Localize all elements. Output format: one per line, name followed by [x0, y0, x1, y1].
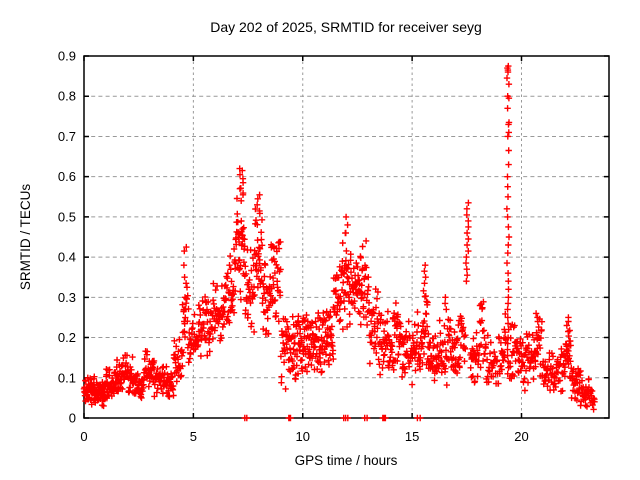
y-tick-label: 0.5 [58, 209, 76, 224]
chart-title: Day 202 of 2025, SRMTID for receiver sey… [210, 19, 482, 35]
y-tick-label: 0.6 [58, 169, 76, 184]
x-tick-label: 15 [405, 429, 419, 444]
x-tick-label: 5 [190, 429, 197, 444]
scatter-markers [80, 62, 598, 422]
tick-labels: 0 5 10 15 20 0 0.1 0.2 0.3 0.4 0.5 0.6 0.7 0.8 0.9 [58, 49, 529, 445]
y-tick-label: 0.7 [58, 129, 76, 144]
x-tick-label: 20 [514, 429, 528, 444]
x-axis-label: GPS time / hours [295, 453, 398, 468]
y-axis-label: SRMTID / TECUs [18, 184, 33, 291]
y-tick-label: 0.1 [58, 370, 76, 385]
y-tick-label: 0.8 [58, 89, 76, 104]
y-tick-label: 0.3 [58, 290, 76, 305]
y-tick-label: 0.9 [58, 49, 76, 64]
y-tick-label: 0.4 [58, 250, 76, 265]
y-tick-label: 0.2 [58, 330, 76, 345]
y-tick-label: 0 [69, 411, 76, 426]
axis-ticks [83, 55, 609, 419]
x-tick-label: 10 [296, 429, 310, 444]
data-points [80, 62, 598, 422]
x-tick-label: 0 [80, 429, 87, 444]
